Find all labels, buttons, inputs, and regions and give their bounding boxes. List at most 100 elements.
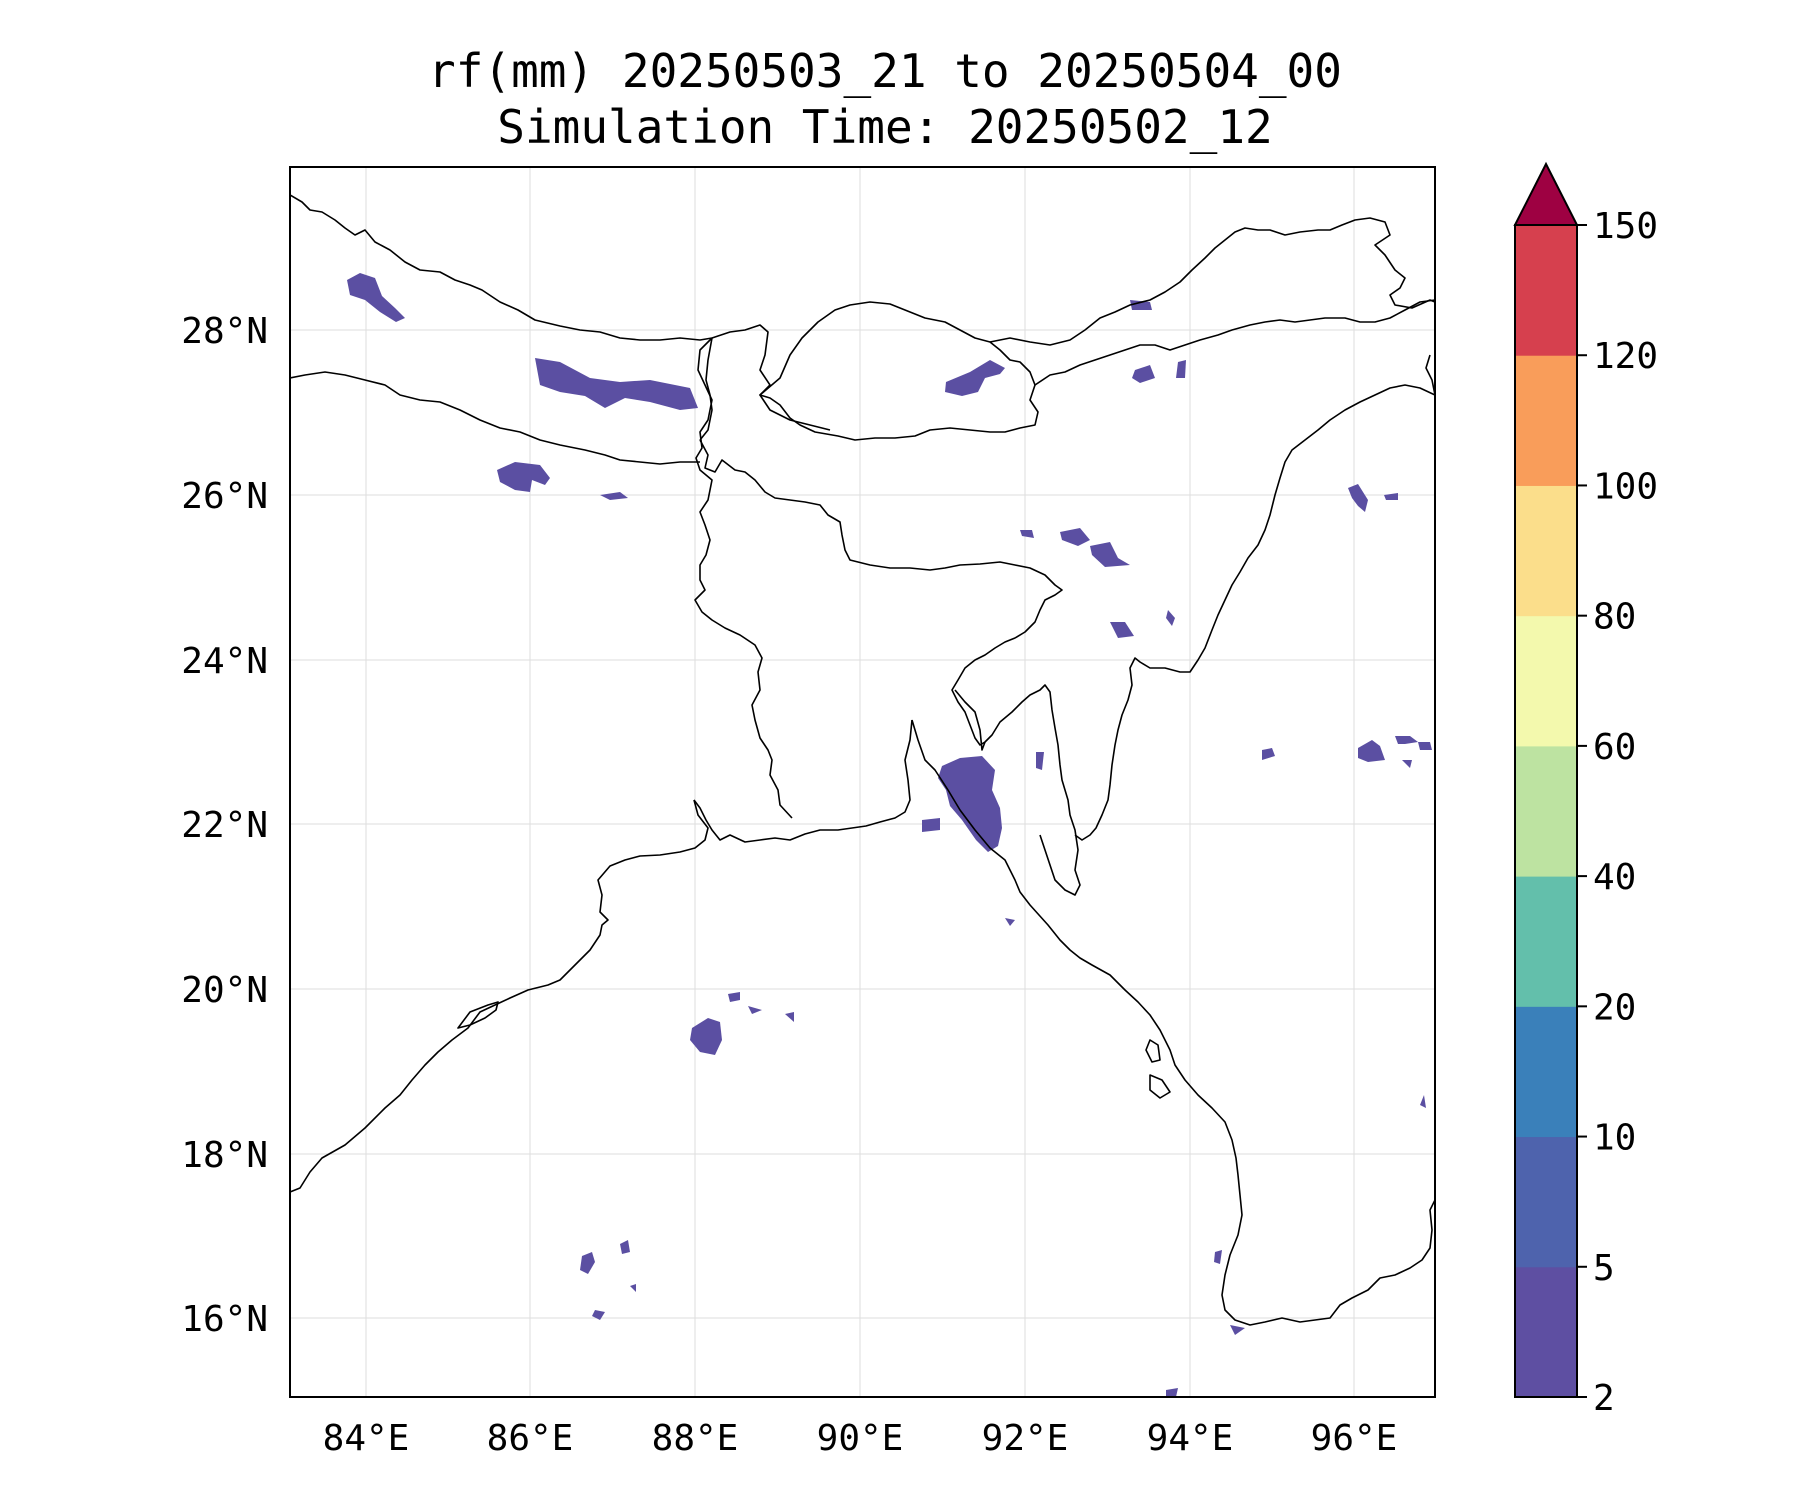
lon-tick-label: 88°E <box>652 1418 739 1459</box>
rain-patch-coast <box>922 818 940 832</box>
colorbar-segment <box>1515 225 1577 356</box>
lat-axis: 16°N 18°N 20°N 22°N 24°N 26°N 28°N <box>181 311 268 1340</box>
rain-patch-arunachal-2 <box>1132 365 1155 383</box>
lon-tick-label: 84°E <box>323 1418 410 1459</box>
rain-patch-myanmar-5 <box>1418 742 1432 750</box>
lat-tick-label: 26°N <box>181 476 268 517</box>
coastline-india-east <box>290 799 709 1193</box>
border-sikkim-east <box>711 324 831 431</box>
coastline-chilika <box>457 1001 499 1029</box>
colorbar-segments <box>1515 225 1577 1398</box>
colorbar-extend-arrow <box>1513 161 1579 226</box>
rain-patch-andaman-3 <box>1166 1388 1178 1397</box>
colorbar-tick-label: 120 <box>1593 336 1658 377</box>
map-background <box>290 167 1435 1397</box>
rain-patch-bay-2 <box>728 992 740 1002</box>
boundaries <box>290 190 1435 1326</box>
rain-patch-myanmar-6 <box>1420 1095 1426 1108</box>
lat-tick-label: 20°N <box>181 970 268 1011</box>
figure-title: rf(mm) 20250503_21 to 20250504_00 <box>428 44 1342 98</box>
rain-patch-assam-1 <box>1110 622 1134 638</box>
rain-patch-orissa-1 <box>1005 918 1015 926</box>
rain-patch-bhutan <box>945 360 1005 396</box>
rain-patch-bay-7 <box>592 1310 605 1320</box>
rain-patch-assam-3 <box>1348 484 1368 512</box>
rain-patch-arunachal-3 <box>1176 360 1186 378</box>
rain-patch-myanmar-4 <box>1402 760 1412 768</box>
rain-patch-assam-2 <box>1166 610 1175 626</box>
colorbar-tick-label: 60 <box>1593 727 1636 768</box>
colorbar-tick-label: 80 <box>1593 597 1636 638</box>
rain-patch-bay-1 <box>690 1018 722 1055</box>
lon-tick-label: 92°E <box>982 1418 1069 1459</box>
colorbar-ticks <box>1577 224 1587 1398</box>
colorbar-segment <box>1515 745 1577 877</box>
rain-patch-bay-5 <box>580 1252 595 1274</box>
rain-patch-nepal-west <box>347 273 405 322</box>
colorbar-tick-label: 5 <box>1593 1248 1615 1289</box>
colorbar-tick-label: 2 <box>1593 1378 1615 1419</box>
border-bangladesh-west <box>694 337 793 819</box>
colorbar-segment <box>1515 1006 1577 1138</box>
colorbar-tick-label: 10 <box>1593 1118 1636 1159</box>
border-manipur-myanmar <box>1074 384 1435 841</box>
colorbar-tick-labels: 2 5 10 20 40 60 80 100 120 150 <box>1593 206 1658 1419</box>
rain-patch-myanmar-2 <box>1358 740 1385 762</box>
colorbar: 2 5 10 20 40 60 80 100 120 150 <box>1513 161 1658 1419</box>
lat-tick-label: 16°N <box>181 1299 268 1340</box>
map-panel: 84°E 86°E 88°E 90°E 92°E 94°E 96°E 16°N … <box>181 166 1436 1459</box>
rain-patch-assam-4 <box>1384 493 1398 500</box>
rainfall-areas <box>347 273 1432 1397</box>
coastline-kyaukpyu-island <box>1149 1074 1171 1099</box>
rain-patch-bihar <box>497 462 550 492</box>
rain-patch-meghalaya-1 <box>1060 528 1090 546</box>
lon-tick-label: 96°E <box>1311 1418 1398 1459</box>
colorbar-segment <box>1515 1136 1577 1268</box>
figure-subtitle: Simulation Time: 20250502_12 <box>497 100 1273 154</box>
border-nepal-north <box>290 194 713 341</box>
lat-tick-label: 28°N <box>181 311 268 352</box>
coastline-chittagong-myanmar <box>911 719 1435 1326</box>
colorbar-frame <box>1514 224 1578 1398</box>
colorbar-segment <box>1515 615 1577 747</box>
rain-patch-nepal-east <box>535 358 698 410</box>
rain-patch-bay-3 <box>748 1006 762 1014</box>
colorbar-tick-label: 100 <box>1593 466 1658 507</box>
colorbar-segment <box>1515 1266 1577 1398</box>
border-bangladesh-north <box>699 439 1081 896</box>
border-nepal-south <box>290 371 700 465</box>
rain-patch-bay-4 <box>785 1012 794 1022</box>
rain-patch-myanmar-3 <box>1395 736 1418 744</box>
lon-axis: 84°E 86°E 88°E 90°E 92°E 94°E 96°E <box>323 1418 1398 1459</box>
lon-tick-label: 94°E <box>1147 1418 1234 1459</box>
colorbar-segment <box>1515 876 1577 1007</box>
rain-patch-bihar-small <box>600 492 628 500</box>
border-arunachal <box>989 217 1435 346</box>
colorbar-segment <box>1515 355 1577 486</box>
colorbar-tick-label: 150 <box>1593 206 1658 247</box>
colorbar-segment <box>1515 485 1577 617</box>
rain-patch-andaman-1 <box>1214 1250 1222 1264</box>
lat-tick-label: 24°N <box>181 641 268 682</box>
lon-tick-label: 86°E <box>487 1418 574 1459</box>
lat-tick-label: 22°N <box>181 805 268 846</box>
colorbar-tick-label: 40 <box>1593 857 1636 898</box>
map-frame <box>289 166 1436 1398</box>
lat-tick-label: 18°N <box>181 1135 268 1176</box>
border-tripura <box>954 689 986 751</box>
colorbar-tick-label: 20 <box>1593 987 1636 1028</box>
rain-patch-meghalaya-2 <box>1090 542 1130 567</box>
rain-patch-bay-6 <box>620 1240 630 1254</box>
border-myanmar-coast-tail <box>1425 354 1435 396</box>
rain-patch-andaman-2 <box>1230 1325 1245 1335</box>
lon-tick-label: 90°E <box>817 1418 904 1459</box>
rain-patch-myanmar-1 <box>1262 748 1275 760</box>
rain-patch-meghalaya-3 <box>1020 530 1034 538</box>
rain-patch-arunachal-1 <box>1130 300 1152 310</box>
border-assam-north <box>1034 299 1435 386</box>
rain-patch-bay-8 <box>630 1284 636 1292</box>
coastline-ramree-island <box>1145 1039 1161 1063</box>
gridlines <box>290 167 1435 1397</box>
coastline-bengal-delta <box>693 719 913 843</box>
